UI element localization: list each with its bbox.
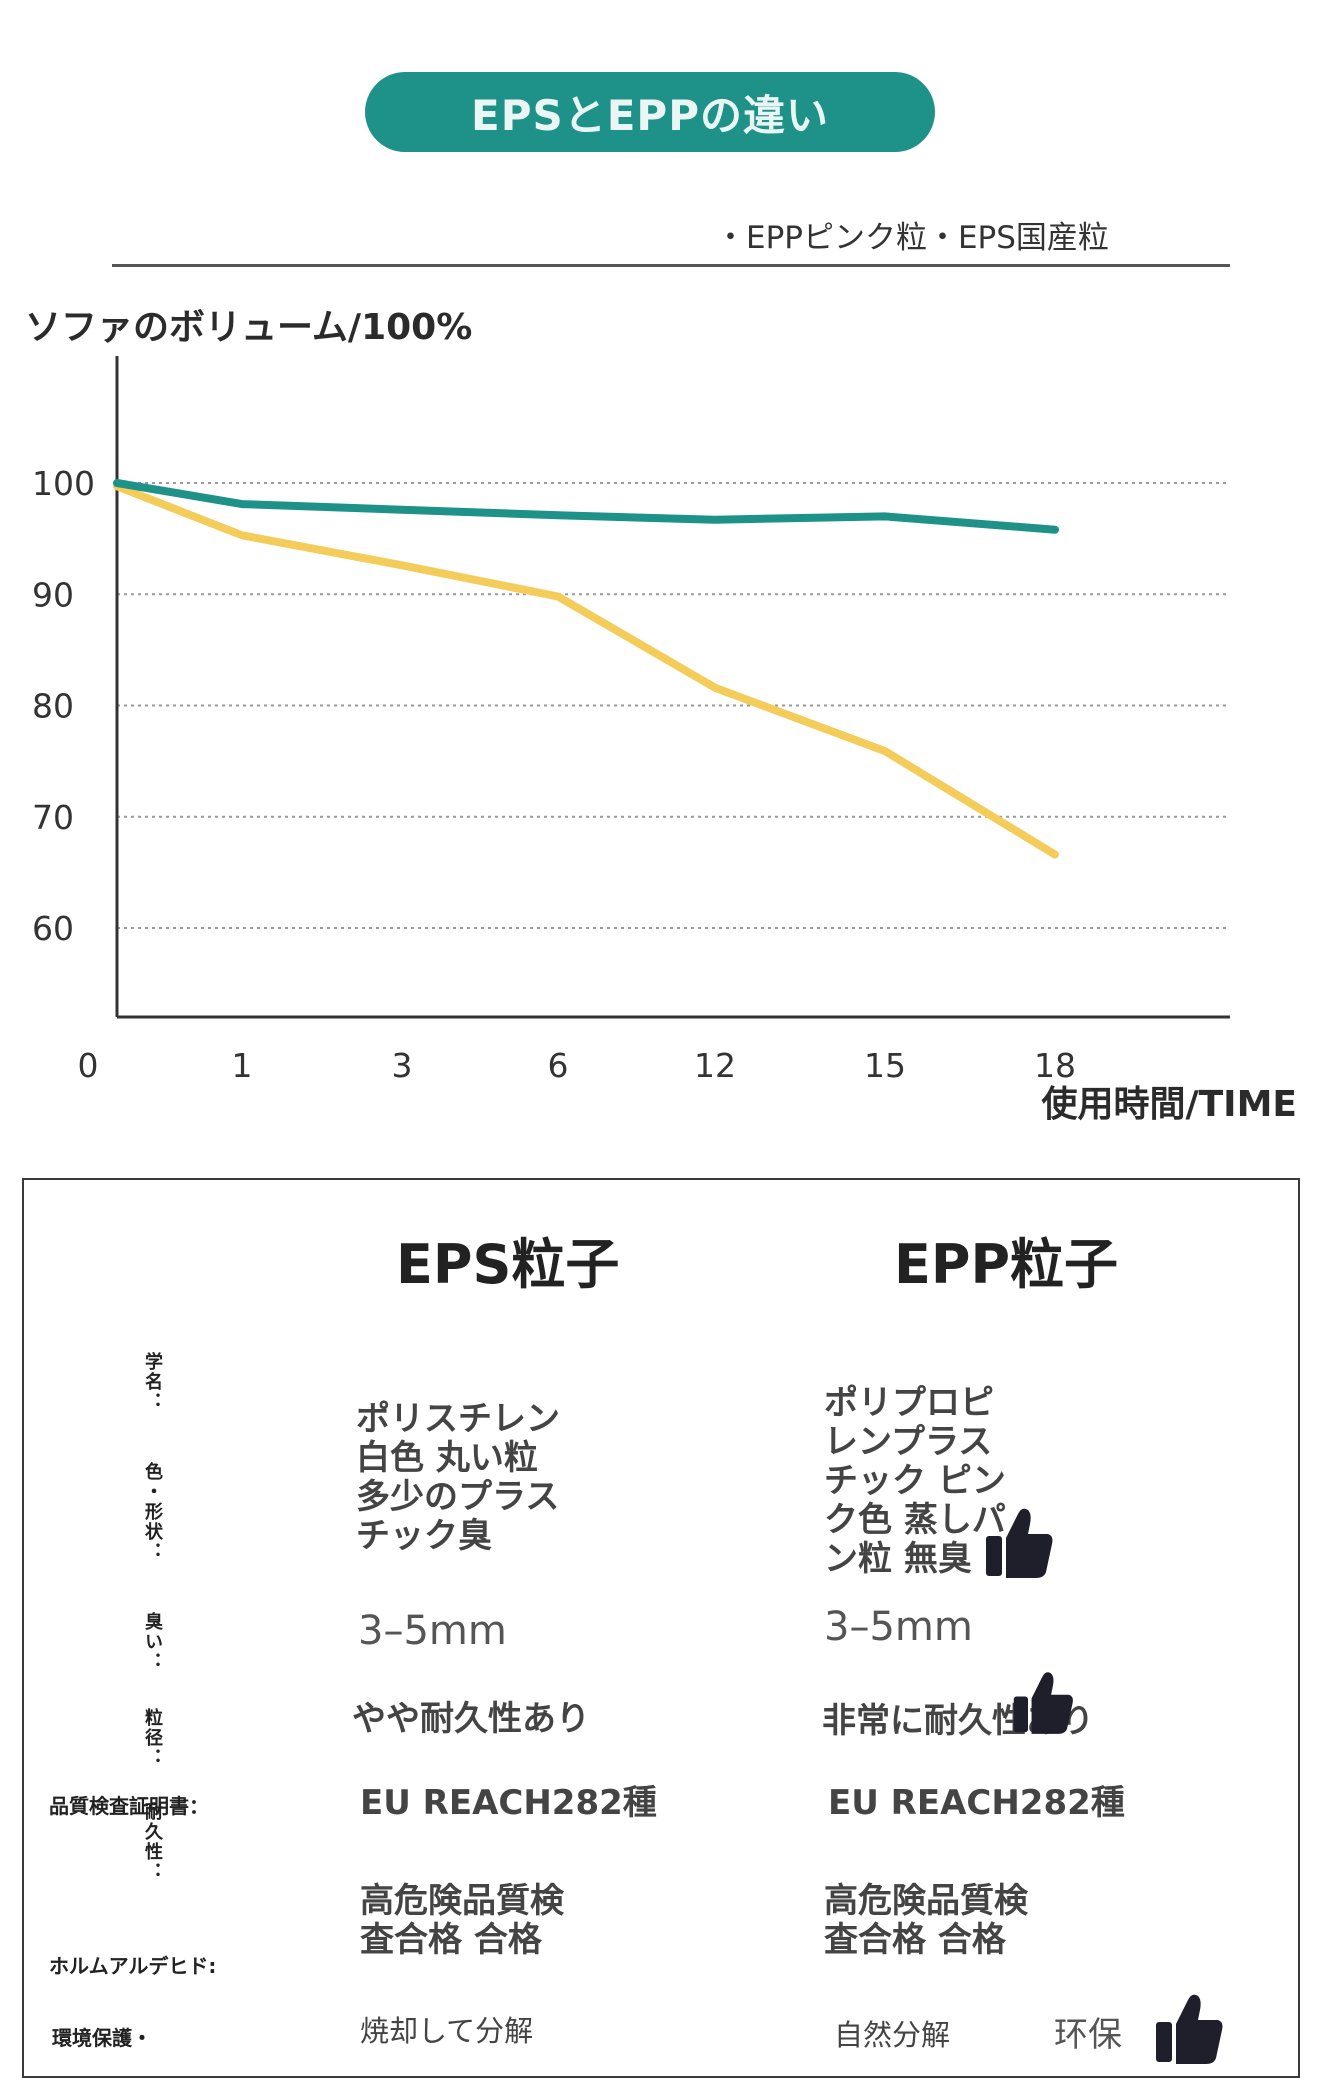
thumbs-up-icon (986, 1508, 1053, 1578)
grid-lines (117, 482, 1230, 929)
legend: ・EPPピンク粒・EPS国産粒 (715, 220, 1109, 256)
eps-formaldehyde: 高危険品質検 査合格 合格 (360, 1881, 564, 1960)
x-tick-label-6: 6 (548, 1046, 569, 1085)
y-tick-label-90: 90 (32, 575, 74, 614)
x-tick-label-12: 12 (694, 1046, 736, 1085)
x-tick-label-0: 0 (78, 1046, 99, 1085)
eps-description: ポリスチレン 白色 丸い粒 多少のプラス チック臭 (356, 1399, 560, 1556)
volume-line-chart: 100 90 80 70 60 0 1 3 6 12 15 18 (32, 356, 1230, 1085)
y-tick-label-80: 80 (32, 687, 74, 726)
thumbs-up-icon (1013, 1672, 1073, 1734)
eps-cert: EU REACH282種 (360, 1783, 657, 1823)
label-quality-cert: 品質検査証明書： (49, 1794, 209, 1818)
epp-eco-tag: 环保 (1054, 2015, 1122, 2055)
label-scientific-name: 学名： (142, 1352, 163, 1412)
series-line-1 (113, 482, 1059, 859)
eps-eco: 焼却して分解 (360, 2014, 534, 2048)
epp-formaldehyde: 高危険品質検 査合格 合格 (824, 1881, 1028, 1960)
x-tick-label-1: 1 (232, 1046, 253, 1085)
legend-divider (112, 264, 1230, 267)
label-eco: 環境保護・ (52, 2026, 152, 2050)
axes (115, 356, 1230, 1019)
y-tick-label-60: 60 (32, 909, 74, 948)
x-tick-label-3: 3 (392, 1046, 413, 1085)
series-line-0 (113, 479, 1059, 534)
x-tick-label-18: 18 (1034, 1046, 1076, 1085)
x-axis-title: 使用時間/TIME (1041, 1084, 1297, 1125)
comparison-table: EPS粒子 EPP粒子 学名： 色・形状： 臭い： 粒径： 耐久性： 品質検査証… (22, 1178, 1300, 2078)
eps-size: 3–5mm (358, 1608, 507, 1654)
title-banner: EPSとEPPの違い (365, 72, 935, 152)
y-tick-labels: 100 90 80 70 60 (32, 464, 95, 948)
thumbs-up-icon (1156, 1994, 1223, 2064)
label-formaldehyde: ホルムアルデヒド: (49, 1954, 217, 1978)
label-color-shape: 色・形状： (142, 1462, 163, 1562)
label-odor: 臭い： (142, 1612, 163, 1672)
label-particle-size: 粒径： (142, 1708, 163, 1768)
banner-title: EPSとEPPの違い (471, 90, 829, 140)
eps-durability: やや耐久性あり (352, 1699, 590, 1739)
eps-header: EPS粒子 (396, 1233, 620, 1296)
y-tick-label-100: 100 (32, 464, 95, 503)
epp-eco: 自然分解 (834, 2018, 951, 2052)
y-axis-title: ソファのボリューム/100% (25, 307, 473, 348)
series (113, 479, 1059, 859)
label-durability: 耐久性： (142, 1802, 163, 1882)
x-tick-label-15: 15 (864, 1046, 906, 1085)
epp-size: 3–5mm (824, 1604, 973, 1650)
y-tick-label-70: 70 (32, 798, 74, 837)
epp-cert: EU REACH282種 (828, 1783, 1125, 1823)
x-tick-labels: 0 1 3 6 12 15 18 (78, 1046, 1077, 1085)
epp-header: EPP粒子 (894, 1233, 1119, 1296)
epp-description: ポリプロピ レンプラス チック ピン ク色 蒸しパ ン粒 無臭 (824, 1383, 1006, 1579)
